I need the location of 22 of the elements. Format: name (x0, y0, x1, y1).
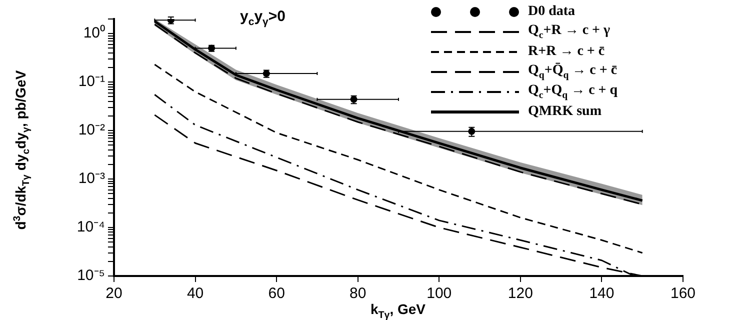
y-tick-label: 10⁻³ (78, 170, 105, 188)
x-axis-title: k$_{Tγ}$, GeV (370, 301, 426, 320)
annotation: y$_{c}$y$_{γ}$>0 (240, 8, 286, 28)
x-tick-label: 160 (670, 285, 696, 302)
legend-label: Q$_{q}$+Q̄$_{q}$ → c + c̄ (528, 63, 618, 81)
legend-label: D0 data (528, 4, 576, 20)
x-tick-label: 120 (508, 285, 533, 302)
x-tick-label: 40 (186, 285, 204, 302)
legend-label: Q$_{c}$+R → c + γ (528, 23, 610, 41)
y-tick-label: 10⁻⁵ (77, 267, 105, 284)
x-tick-label: 140 (589, 285, 614, 302)
legend-label: R+R → c + c̄ (528, 44, 605, 60)
x-tick-label: 20 (106, 285, 122, 302)
legend-label: QMRK sum (528, 104, 602, 120)
y-tick-label: 10⁻² (78, 122, 105, 139)
x-tick-label: 100 (426, 285, 452, 302)
y-tick-label: 10⁰ (83, 24, 105, 42)
x-tick-label: 80 (350, 285, 366, 302)
legend-label: Q$_{c}$+Q$_{q}$ → c + q (528, 83, 618, 101)
y-tick-label: 10⁻⁴ (76, 218, 105, 236)
x-tick-label: 60 (268, 285, 285, 302)
y-tick-label: 10⁻¹ (78, 73, 105, 90)
